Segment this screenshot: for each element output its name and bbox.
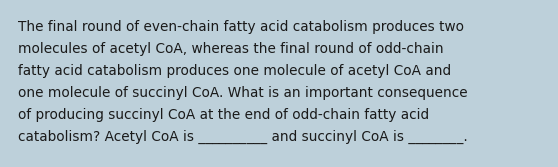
Text: one molecule of succinyl CoA. What is an important consequence: one molecule of succinyl CoA. What is an… — [18, 86, 468, 100]
Text: of producing succinyl CoA at the end of odd-chain fatty acid: of producing succinyl CoA at the end of … — [18, 108, 429, 122]
Text: molecules of acetyl CoA, whereas the final round of odd-chain: molecules of acetyl CoA, whereas the fin… — [18, 42, 444, 56]
Text: The final round of even-chain fatty acid catabolism produces two: The final round of even-chain fatty acid… — [18, 20, 464, 34]
Text: fatty acid catabolism produces one molecule of acetyl CoA and: fatty acid catabolism produces one molec… — [18, 64, 451, 78]
Text: catabolism? Acetyl CoA is __________ and succinyl CoA is ________.: catabolism? Acetyl CoA is __________ and… — [18, 130, 468, 144]
